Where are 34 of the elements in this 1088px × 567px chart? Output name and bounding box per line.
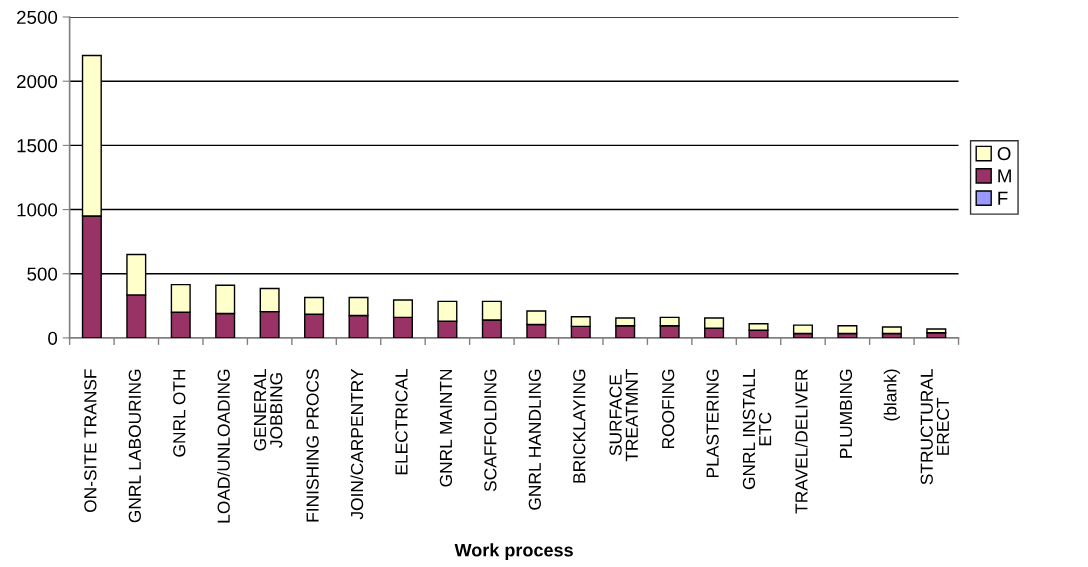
y-tick-label: 0 xyxy=(48,331,58,345)
x-tick-label: TRAVEL/DELIVER xyxy=(794,369,808,514)
bar xyxy=(926,328,947,334)
x-tick-label: GNRL LABOURING xyxy=(128,369,141,523)
x-tick-label: GNRL MAINTN xyxy=(439,369,453,487)
x-tick-label: LOAD/UNLOADING xyxy=(217,369,230,523)
bar xyxy=(792,324,813,335)
y-tick-label: 1000 xyxy=(17,203,58,217)
x-tick-label: PLASTERING xyxy=(706,369,719,478)
x-tick-label: GNRL INSTALL ETC xyxy=(742,369,772,490)
x-tick-label: GNRL HANDLING xyxy=(528,369,541,510)
x-tick-label: (blank) xyxy=(883,369,900,421)
x-tick-label: BRICKLAYING xyxy=(573,369,586,483)
y-tick-label: 500 xyxy=(27,267,58,281)
x-tick-label: SURFACE TREATMNT xyxy=(609,368,638,462)
y-tick-label: 1500 xyxy=(17,139,58,153)
x-tick-label: GENERAL JOBBING xyxy=(253,369,283,451)
x-tick-label: ELECTRICAL xyxy=(395,369,408,475)
legend-label: O xyxy=(997,147,1011,161)
legend-label: M xyxy=(998,169,1011,183)
bar xyxy=(837,325,858,335)
x-tick-label: JOIN/CARPENTRY xyxy=(350,368,364,520)
x-tick-label: ROOFING xyxy=(662,369,675,449)
y-tick-label: 2500 xyxy=(17,10,58,24)
x-tick-label: GNRL OTH xyxy=(173,369,186,457)
x-tick-label: STRUCTURAL ERECT xyxy=(920,369,950,485)
legend-label: F xyxy=(998,191,1008,205)
bar xyxy=(881,326,902,335)
x-tick-label: FINISHING PROCS xyxy=(306,369,319,522)
x-tick-label: SCAFFOLDING xyxy=(484,369,497,492)
y-tick-label: 2000 xyxy=(17,74,58,89)
x-axis-title: Work process xyxy=(454,543,573,561)
x-tick-label: ON-SITE TRANSF xyxy=(84,369,97,513)
x-tick-label: PLUMBING xyxy=(839,369,853,458)
